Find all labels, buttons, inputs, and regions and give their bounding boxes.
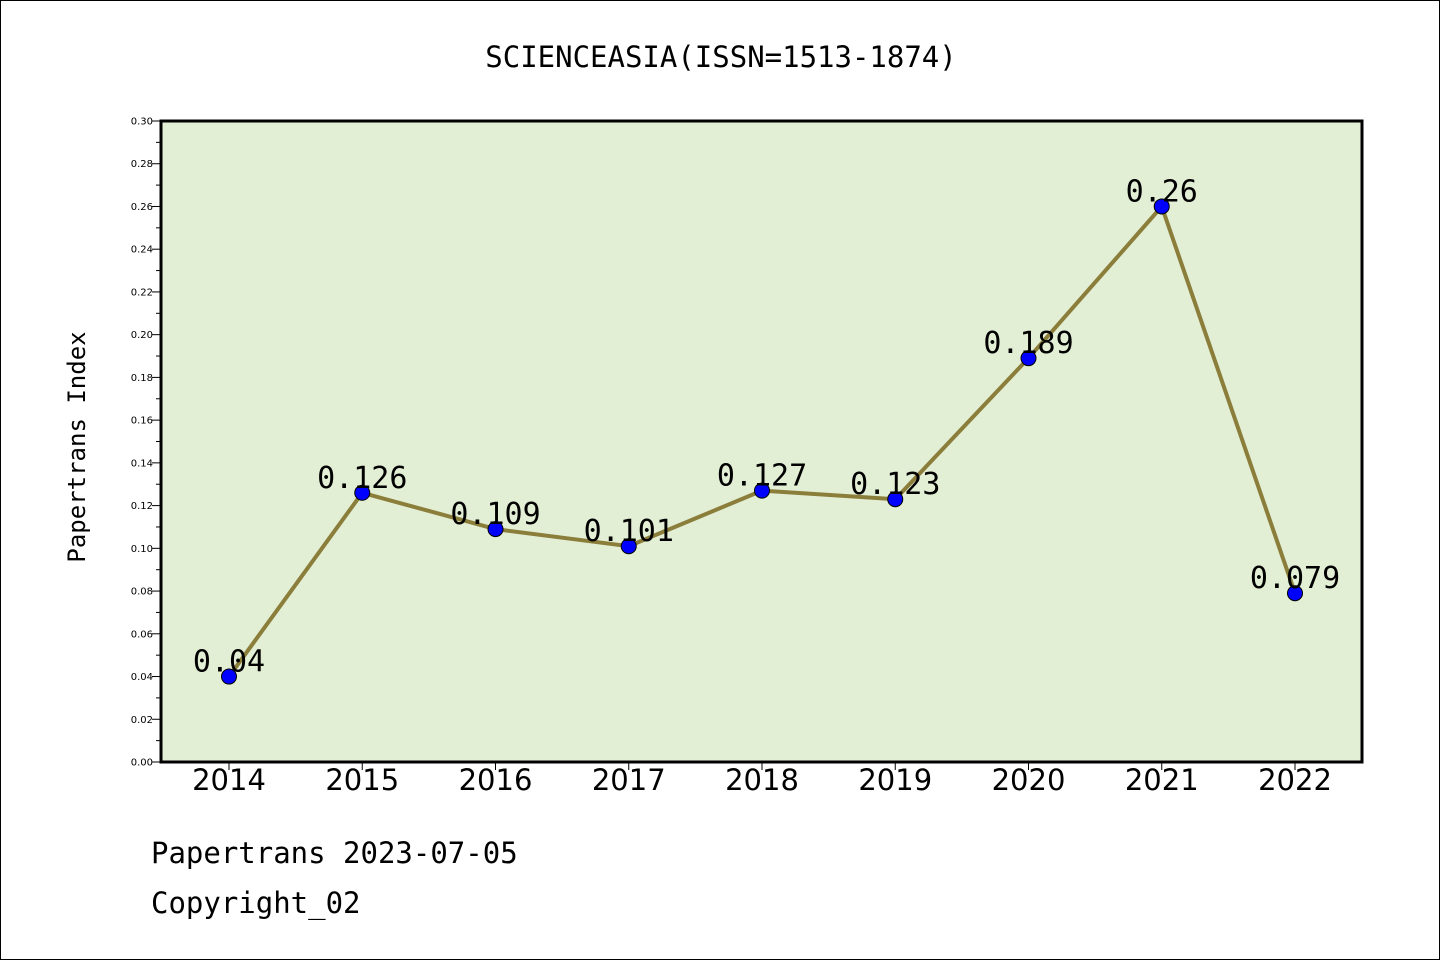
- chart-title: SCIENCEASIA(ISSN=1513-1874): [485, 40, 956, 74]
- y-tick-label: 0.30: [131, 117, 153, 128]
- x-axis-ticks: 2014 2015 2016 2017 2018 2019 2020 2021 2022: [192, 762, 1332, 797]
- footer-copyright: Copyright_02: [151, 886, 361, 920]
- data-labels: 0.04 0.126 0.109 0.101 0.127 0.123 0.189 0.26 0.…: [193, 174, 1340, 679]
- data-point-marker: [354, 484, 371, 501]
- y-tick-label: 0.20: [131, 330, 153, 341]
- data-point-marker: [1287, 585, 1303, 602]
- data-label: 0.109: [450, 497, 540, 532]
- data-label: 0.126: [317, 461, 407, 496]
- y-tick-label: 0.14: [131, 458, 153, 469]
- data-point-marker: [754, 482, 770, 499]
- data-label: 0.079: [1250, 561, 1340, 596]
- y-tick-label: 0.28: [131, 159, 153, 170]
- y-tick-label: 0.26: [131, 202, 153, 213]
- x-tick-label: 2020: [992, 763, 1066, 797]
- plot-area: [159, 119, 1364, 764]
- x-tick-label: 2016: [459, 763, 533, 797]
- x-tick-label: 2021: [1125, 763, 1199, 797]
- y-axis-label: Papertrans Index: [63, 331, 91, 562]
- y-tick-label: 0.00: [131, 758, 153, 769]
- y-tick-label: 0.22: [131, 287, 153, 298]
- x-tick-label: 2022: [1258, 763, 1332, 797]
- x-tick-label: 2019: [858, 763, 932, 797]
- data-point-marker: [487, 521, 504, 538]
- y-axis-ticks: 0.00 0.02 0.04 0.06 0.08 0.10 0.12 0.14 0.16 0.18…: [131, 117, 161, 769]
- data-label: 0.04: [193, 645, 265, 680]
- data-point-marker: [1153, 198, 1170, 215]
- y-tick-label: 0.24: [131, 245, 153, 256]
- x-tick-label: 2018: [725, 763, 799, 797]
- y-tick-label: 0.02: [131, 715, 153, 726]
- x-tick-label: 2017: [592, 763, 666, 797]
- y-tick-label: 0.04: [131, 672, 153, 683]
- y-tick-label: 0.06: [131, 629, 153, 640]
- footer-date: Papertrans 2023-07-05: [151, 836, 518, 870]
- data-point-marker: [221, 668, 237, 685]
- y-tick-label: 0.18: [131, 373, 153, 384]
- data-label: 0.189: [983, 326, 1073, 361]
- x-tick-label: 2015: [325, 763, 399, 797]
- data-label: 0.127: [717, 459, 807, 494]
- data-markers: [221, 198, 1303, 685]
- data-point-marker: [1020, 350, 1037, 367]
- data-label: 0.26: [1126, 174, 1198, 209]
- data-point-marker: [887, 491, 904, 508]
- data-label: 0.123: [850, 467, 940, 502]
- y-tick-label: 0.16: [131, 416, 153, 427]
- data-point-marker: [620, 538, 637, 555]
- x-tick-label: 2014: [192, 763, 266, 797]
- data-label: 0.101: [584, 514, 674, 549]
- y-tick-label: 0.10: [131, 544, 153, 555]
- y-tick-label: 0.12: [131, 501, 153, 512]
- y-tick-label: 0.08: [131, 587, 153, 598]
